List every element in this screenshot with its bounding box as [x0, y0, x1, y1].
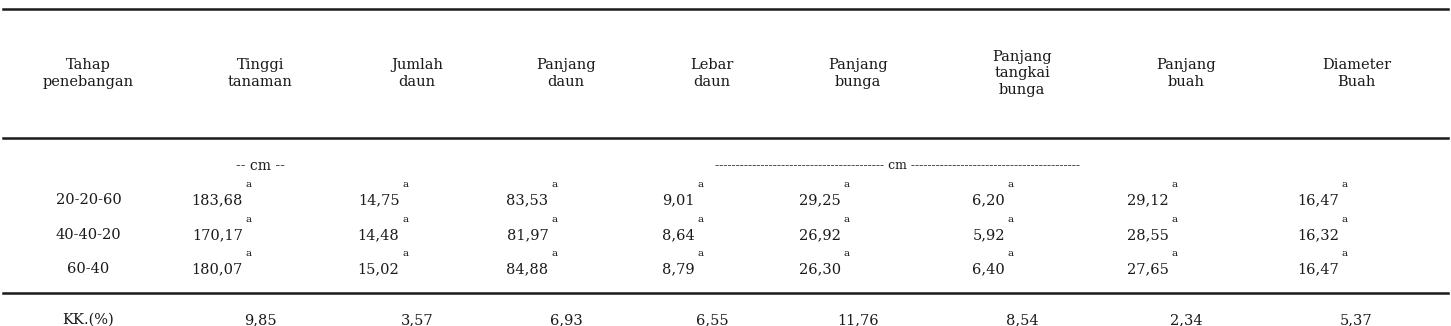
Text: 40-40-20: 40-40-20	[55, 228, 122, 242]
Text: a: a	[1172, 180, 1178, 189]
Text: 5,37: 5,37	[1341, 313, 1373, 326]
Text: Panjang
buah: Panjang buah	[1156, 58, 1216, 89]
Text: 6,20: 6,20	[972, 193, 1004, 207]
Text: 84,88: 84,88	[506, 262, 548, 276]
Text: 14,48: 14,48	[358, 228, 399, 242]
Text: 83,53: 83,53	[506, 193, 548, 207]
Text: 6,93: 6,93	[550, 313, 582, 326]
Text: 15,02: 15,02	[358, 262, 399, 276]
Text: Lebar
daun: Lebar daun	[691, 58, 734, 89]
Text: a: a	[402, 215, 409, 224]
Text: 170,17: 170,17	[192, 228, 242, 242]
Text: 81,97: 81,97	[506, 228, 548, 242]
Text: 2,34: 2,34	[1170, 313, 1203, 326]
Text: 14,75: 14,75	[358, 193, 399, 207]
Text: a: a	[843, 180, 850, 189]
Text: 8,79: 8,79	[662, 262, 695, 276]
Text: a: a	[698, 249, 704, 258]
Text: Panjang
daun: Panjang daun	[535, 58, 596, 89]
Text: 9,85: 9,85	[244, 313, 277, 326]
Text: 29,12: 29,12	[1127, 193, 1170, 207]
Text: a: a	[1342, 215, 1348, 224]
Text: a: a	[1007, 215, 1014, 224]
Text: a: a	[551, 249, 557, 258]
Text: 60-40: 60-40	[68, 262, 110, 276]
Text: a: a	[1172, 249, 1178, 258]
Text: 16,47: 16,47	[1297, 193, 1339, 207]
Text: 8,64: 8,64	[662, 228, 695, 242]
Text: 183,68: 183,68	[192, 193, 242, 207]
Text: a: a	[245, 180, 252, 189]
Text: a: a	[245, 215, 252, 224]
Text: a: a	[1342, 180, 1348, 189]
Text: 3,57: 3,57	[400, 313, 434, 326]
Text: a: a	[843, 249, 850, 258]
Text: 28,55: 28,55	[1127, 228, 1170, 242]
Text: KK.(%): KK.(%)	[62, 313, 115, 326]
Text: Jumlah
daun: Jumlah daun	[390, 58, 443, 89]
Text: a: a	[1007, 180, 1014, 189]
Text: a: a	[551, 215, 557, 224]
Text: Panjang
tangkai
bunga: Panjang tangkai bunga	[992, 50, 1052, 96]
Text: a: a	[245, 249, 252, 258]
Text: a: a	[843, 215, 850, 224]
Text: 6,55: 6,55	[695, 313, 728, 326]
Text: ----------------------------------------- cm -----------------------------------: ----------------------------------------…	[715, 159, 1080, 172]
Text: 11,76: 11,76	[837, 313, 879, 326]
Text: a: a	[698, 180, 704, 189]
Text: 16,32: 16,32	[1297, 228, 1339, 242]
Text: Panjang
bunga: Panjang bunga	[829, 58, 888, 89]
Text: a: a	[1007, 249, 1014, 258]
Text: a: a	[402, 249, 409, 258]
Text: 8,54: 8,54	[1006, 313, 1039, 326]
Text: a: a	[1342, 249, 1348, 258]
Text: 5,92: 5,92	[972, 228, 1004, 242]
Text: 16,47: 16,47	[1297, 262, 1339, 276]
Text: a: a	[698, 215, 704, 224]
Text: Tinggi
tanaman: Tinggi tanaman	[228, 58, 293, 89]
Text: 180,07: 180,07	[192, 262, 242, 276]
Text: a: a	[551, 180, 557, 189]
Text: Tahap
penebangan: Tahap penebangan	[44, 58, 133, 89]
Text: 20-20-60: 20-20-60	[55, 193, 122, 207]
Text: 9,01: 9,01	[662, 193, 695, 207]
Text: a: a	[1172, 215, 1178, 224]
Text: 27,65: 27,65	[1127, 262, 1170, 276]
Text: 26,30: 26,30	[798, 262, 840, 276]
Text: -- cm --: -- cm --	[237, 159, 284, 173]
Text: 26,92: 26,92	[800, 228, 840, 242]
Text: Diameter
Buah: Diameter Buah	[1322, 58, 1392, 89]
Text: 6,40: 6,40	[972, 262, 1004, 276]
Text: 29,25: 29,25	[800, 193, 840, 207]
Text: a: a	[402, 180, 409, 189]
